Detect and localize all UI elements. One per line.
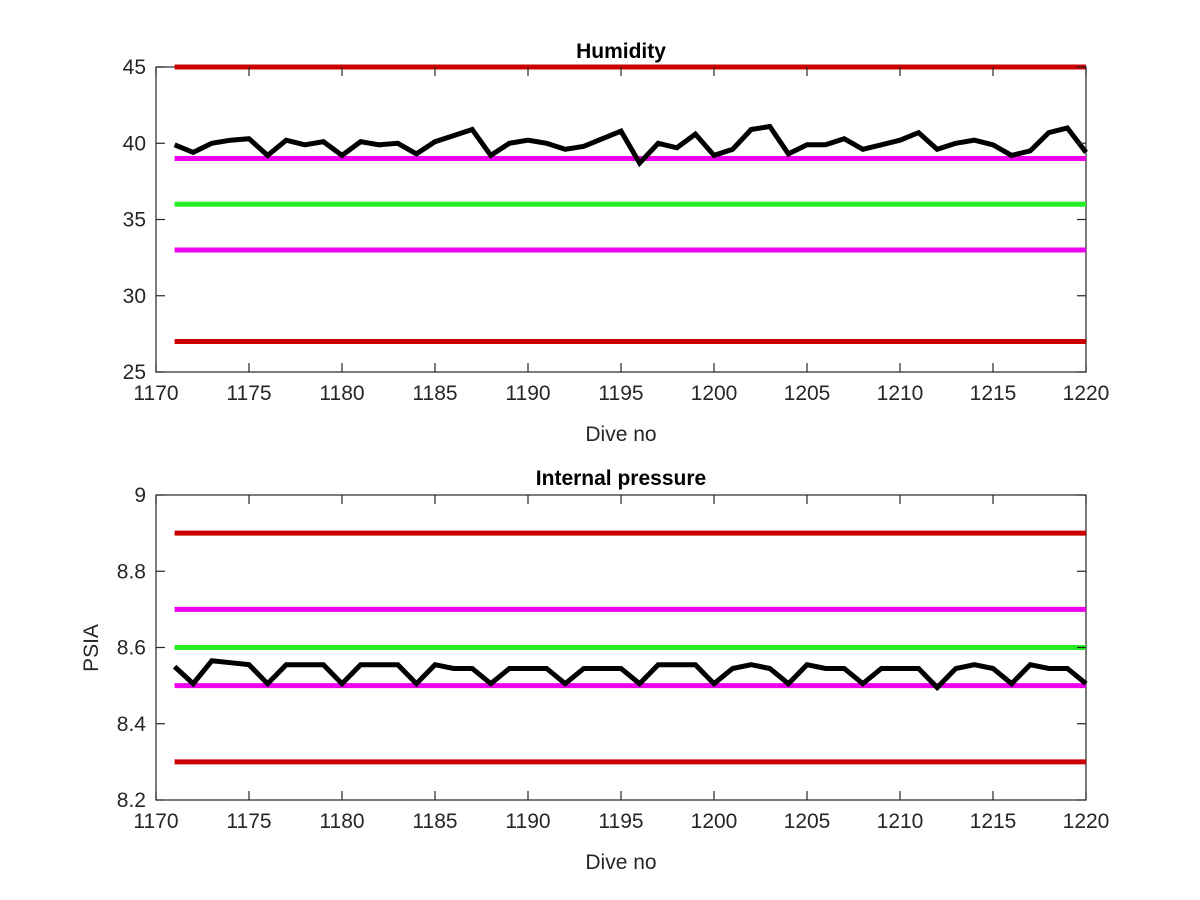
x-tick-label: 1195 xyxy=(598,810,643,833)
y-tick-label: 9 xyxy=(134,484,146,507)
x-tick-label: 1195 xyxy=(598,382,643,405)
y-tick-label: 40 xyxy=(123,132,146,155)
x-tick-label: 1210 xyxy=(877,382,924,405)
y-tick-label: 35 xyxy=(123,209,146,232)
humidity-y-ticks: 25 30 35 40 45 xyxy=(123,56,1086,384)
pressure-y-axis-label: PSIA xyxy=(80,624,103,672)
humidity-x-ticks: 1170 1175 1180 1185 1190 1195 1200 1205 1210 1215… xyxy=(133,67,1109,405)
x-tick-label: 1200 xyxy=(691,810,738,833)
series-line-0 xyxy=(173,123,1088,168)
pressure-x-ticks: 1170 1175 1180 1185 1190 1195 1200 1205 1210 1215… xyxy=(133,495,1109,833)
y-tick-label: 8.2 xyxy=(117,789,146,812)
humidity-x-axis-label: Dive no xyxy=(585,423,656,446)
x-tick-label: 1175 xyxy=(226,810,271,833)
x-tick-label: 1215 xyxy=(970,382,1017,405)
humidity-reference-lines xyxy=(174,64,1086,344)
y-tick-label: 25 xyxy=(123,361,146,384)
x-tick-label: 1205 xyxy=(784,810,831,833)
x-tick-label: 1185 xyxy=(412,810,457,833)
pressure-chart-title: Internal pressure xyxy=(536,467,706,490)
x-tick-label: 1180 xyxy=(319,382,364,405)
humidity-chart-title: Humidity xyxy=(576,40,666,63)
x-tick-label: 1190 xyxy=(505,810,550,833)
y-tick-label: 8.8 xyxy=(117,560,146,583)
x-tick-label: 1215 xyxy=(970,810,1017,833)
x-tick-label: 1200 xyxy=(691,382,738,405)
x-tick-label: 1205 xyxy=(784,382,831,405)
x-tick-label: 1220 xyxy=(1063,810,1110,833)
x-tick-label: 1170 xyxy=(133,810,178,833)
x-tick-label: 1190 xyxy=(505,382,550,405)
pressure-y-ticks: 8.2 8.4 8.6 8.8 9 xyxy=(117,484,1086,812)
pressure-x-axis-label: Dive no xyxy=(585,851,656,874)
x-tick-label: 1180 xyxy=(319,810,364,833)
x-tick-label: 1170 xyxy=(133,382,178,405)
y-tick-label: 45 xyxy=(123,56,146,79)
y-tick-label: 8.4 xyxy=(117,713,147,736)
humidity-series xyxy=(173,123,1088,168)
series-line-0 xyxy=(172,658,1088,692)
humidity-plot-frame xyxy=(155,66,1087,373)
y-tick-label: 30 xyxy=(123,285,146,308)
internal-pressure-chart: 1170 1175 1180 1185 1190 1195 1200 1205 1210 1215… xyxy=(80,467,1109,874)
y-tick-label: 8.6 xyxy=(117,637,146,660)
pressure-series xyxy=(172,658,1088,692)
x-tick-label: 1175 xyxy=(226,382,271,405)
humidity-chart: 1170 1175 1180 1185 1190 1195 1200 1205 1210 1215… xyxy=(123,40,1110,446)
x-tick-label: 1220 xyxy=(1063,382,1110,405)
x-tick-label: 1185 xyxy=(412,382,457,405)
x-tick-label: 1210 xyxy=(877,810,924,833)
